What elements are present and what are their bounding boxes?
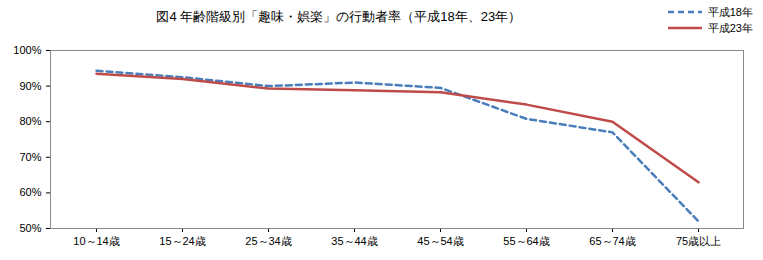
svg-text:10～14歳: 10～14歳 [73, 235, 119, 247]
svg-text:70%: 70% [19, 151, 41, 163]
svg-text:50%: 50% [19, 222, 41, 234]
svg-text:25～34歳: 25～34歳 [245, 235, 291, 247]
svg-text:55～64歳: 55～64歳 [503, 235, 549, 247]
svg-text:35～44歳: 35～44歳 [331, 235, 377, 247]
html-text:平成23年: 平成23年 [707, 21, 753, 34]
svg-text:80%: 80% [19, 115, 41, 127]
svg-text:15～24歳: 15～24歳 [159, 235, 205, 247]
html-text:平成18年: 平成18年 [707, 5, 753, 18]
svg-text:90%: 90% [19, 80, 41, 92]
svg-text:75歳以上: 75歳以上 [676, 235, 721, 247]
svg-text:60%: 60% [19, 186, 41, 198]
svg-text:100%: 100% [13, 44, 41, 56]
svg-text:45～54歳: 45～54歳 [417, 235, 463, 247]
html-text:図4 年齢階級別「趣味・娯楽」の行動者率（平成18年、23年: 図4 年齢階級別「趣味・娯楽」の行動者率（平成18年、23年） [156, 9, 522, 24]
svg-text:65～74歳: 65～74歳 [589, 235, 635, 247]
